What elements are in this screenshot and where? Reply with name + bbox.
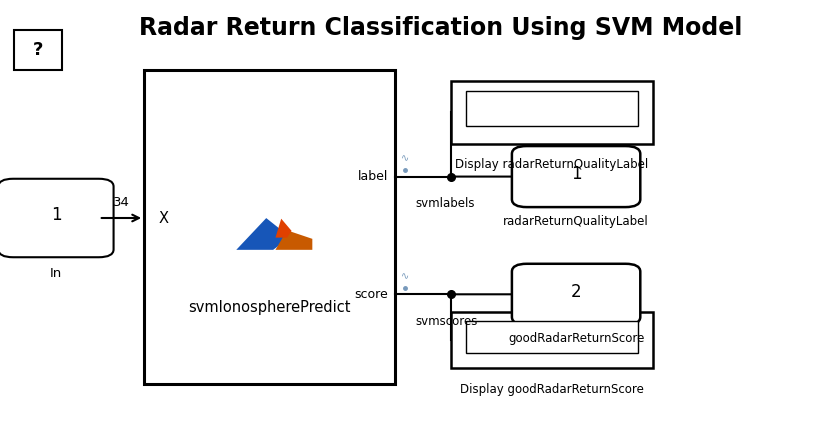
Text: ∿: ∿ <box>401 271 409 281</box>
Text: svmscores: svmscores <box>416 315 478 328</box>
Bar <box>451 81 653 144</box>
Text: Display radarReturnQualityLabel: Display radarReturnQualityLabel <box>455 158 649 171</box>
Text: 1: 1 <box>51 205 61 224</box>
Text: goodRadarReturnScore: goodRadarReturnScore <box>508 332 644 345</box>
Text: radarReturnQualityLabel: radarReturnQualityLabel <box>503 215 649 228</box>
Text: Display goodRadarReturnScore: Display goodRadarReturnScore <box>460 383 644 396</box>
Polygon shape <box>276 230 313 250</box>
Text: label: label <box>358 170 388 183</box>
Text: ∿: ∿ <box>401 153 409 163</box>
FancyBboxPatch shape <box>512 264 640 325</box>
Polygon shape <box>276 219 291 238</box>
Text: svmlabels: svmlabels <box>416 197 475 210</box>
Text: score: score <box>355 288 388 301</box>
FancyBboxPatch shape <box>512 146 640 207</box>
Text: 2: 2 <box>571 283 581 301</box>
Text: svmIonospherePredict: svmIonospherePredict <box>188 300 351 315</box>
Text: X: X <box>159 211 169 225</box>
Text: Radar Return Classification Using SVM Model: Radar Return Classification Using SVM Mo… <box>138 16 742 41</box>
Bar <box>144 70 395 384</box>
FancyBboxPatch shape <box>14 30 62 70</box>
Bar <box>451 312 653 368</box>
Text: ?: ? <box>33 41 43 59</box>
FancyBboxPatch shape <box>0 179 114 257</box>
Text: 1: 1 <box>571 165 581 183</box>
Bar <box>466 92 638 126</box>
Polygon shape <box>236 218 285 250</box>
Text: In: In <box>50 267 62 280</box>
Bar <box>466 321 638 353</box>
Text: 34: 34 <box>114 196 130 209</box>
